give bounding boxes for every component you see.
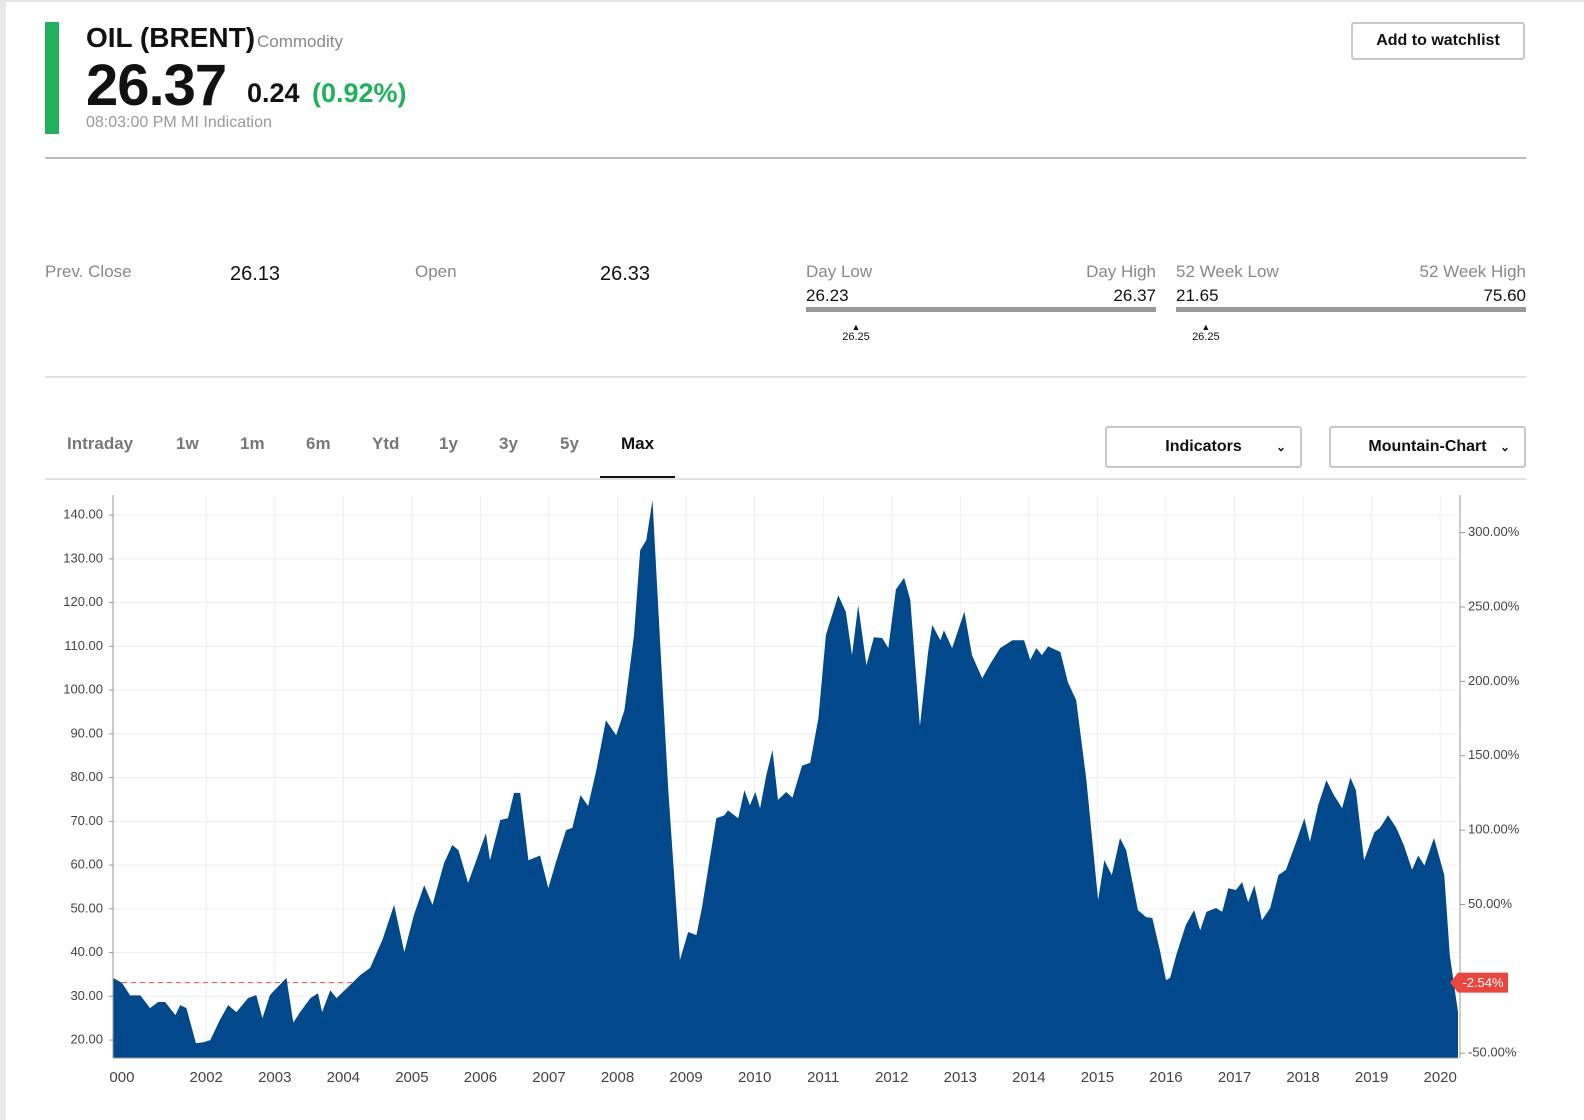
dropdown-label: Mountain-Chart [1368, 438, 1487, 455]
range-bar [1176, 307, 1526, 312]
y-tick-label: 100.00 [63, 682, 103, 697]
marker-value: 26.25 [1192, 331, 1220, 343]
stat-label: Open [415, 262, 457, 281]
x-tick-label: 2003 [258, 1069, 291, 1086]
range-value: 26.23 [806, 286, 849, 305]
x-tick-label: 2017 [1218, 1069, 1251, 1086]
range-value: 26.37 [1113, 286, 1156, 305]
marker-value: 26.25 [842, 331, 870, 343]
x-tick-label: 2018 [1286, 1069, 1319, 1086]
chevron: ⌄ [1275, 440, 1286, 454]
y-tick-label: 20.00 [70, 1032, 103, 1047]
divider [45, 157, 1526, 159]
x-tick-label: 2002 [190, 1069, 223, 1086]
mountain-area [113, 500, 1458, 1058]
instrument-title: OIL (BRENT) [86, 22, 256, 53]
range-marker: ▲ 26.25 [1190, 322, 1222, 344]
price-change-percent: (0.92%) [312, 78, 407, 108]
time-tab[interactable]: 6m [306, 434, 331, 453]
x-tick-label: 2008 [601, 1069, 634, 1086]
time-tab[interactable]: 1m [240, 434, 265, 453]
divider [45, 376, 1526, 378]
y-tick-label: 80.00 [70, 769, 103, 784]
chart-type-dropdown[interactable]: Mountain-Chart ⌄ [1329, 426, 1526, 468]
y-tick-label: 70.00 [70, 813, 103, 828]
y2-tick-label: 300.00% [1468, 524, 1520, 539]
watchlist-button[interactable]: Add to watchlist [1351, 22, 1525, 60]
time-tab[interactable]: 5y [560, 434, 579, 453]
range-value: 75.60 [1483, 286, 1526, 305]
range-label: 52 Week High [1419, 262, 1526, 281]
range-label: Day Low [806, 262, 873, 281]
y-tick-label: 30.00 [70, 988, 103, 1003]
x-tick-label: 2010 [738, 1069, 771, 1086]
x-tick-label: 2014 [1012, 1069, 1045, 1086]
y-tick-label: 40.00 [70, 944, 103, 959]
y-tick-label: 140.00 [63, 507, 103, 522]
y2-tick-label: 250.00% [1468, 598, 1520, 613]
x-tick-label: 2006 [464, 1069, 497, 1086]
y-tick-label: 60.00 [70, 857, 103, 872]
annotation-tag [1450, 972, 1508, 993]
indicators-dropdown[interactable]: Indicators ⌄ [1105, 426, 1302, 468]
y2-tick-label: 50.00% [1468, 896, 1513, 911]
y2-tick-label: -50.00% [1468, 1045, 1517, 1060]
price-change: 0.24 [247, 78, 300, 108]
range-label: 52 Week Low [1176, 262, 1279, 281]
range-bar [806, 307, 1156, 312]
x-tick-label: 2004 [327, 1069, 360, 1086]
x-tick-label: 2012 [875, 1069, 908, 1086]
dropdown-label: Indicators [1165, 438, 1242, 455]
y-tick-label: 110.00 [64, 638, 103, 653]
instrument-type: Commodity [257, 32, 343, 51]
y-tick-label: 130.00 [63, 550, 103, 565]
x-tick-label: 2016 [1149, 1069, 1182, 1086]
annotation-label: -2.54% [1462, 975, 1504, 990]
stat-value: 26.33 [600, 263, 651, 285]
range-marker: ▲ 26.25 [840, 322, 872, 344]
marker-arrow: ▲ [1201, 322, 1211, 332]
range-value: 21.65 [1176, 286, 1219, 305]
y-tick-label: 50.00 [70, 900, 103, 915]
y2-tick-label: 100.00% [1468, 822, 1520, 837]
y-tick-label: 90.00 [70, 725, 103, 740]
price: 26.37 [86, 53, 227, 118]
time-tab[interactable]: 1y [439, 434, 458, 453]
time-tab[interactable]: 3y [499, 434, 518, 453]
x-tick-label: 2019 [1355, 1069, 1388, 1086]
y2-tick-label: 200.00% [1468, 673, 1520, 688]
time-tab[interactable]: Intraday [67, 434, 134, 453]
x-tick-label: 2011 [807, 1069, 839, 1086]
y-tick-label: 120.00 [63, 594, 103, 609]
accent-bar [45, 22, 59, 134]
x-tick-label: 2005 [395, 1069, 428, 1086]
time-tab[interactable]: Ytd [372, 434, 400, 453]
x-tick-label: 2013 [944, 1069, 977, 1086]
x-tick-label: 2007 [532, 1069, 565, 1086]
range-label: Day High [1086, 262, 1156, 281]
x-tick-label: 000 [109, 1069, 134, 1086]
divider [45, 478, 1526, 480]
time-tab[interactable]: 1w [176, 434, 199, 453]
time-tab[interactable]: Max [621, 434, 655, 453]
stat-value: 26.13 [230, 263, 281, 285]
active-tab-indicator [600, 476, 675, 479]
chevron: ⌄ [1499, 440, 1510, 454]
marker-arrow: ▲ [851, 322, 861, 332]
x-tick-label: 2015 [1081, 1069, 1114, 1086]
stat-label: Prev. Close [45, 262, 132, 281]
y2-tick-label: 150.00% [1468, 747, 1520, 762]
x-tick-label: 2020 [1423, 1069, 1456, 1086]
x-tick-label: 2009 [669, 1069, 702, 1086]
timestamp: 08:03:00 PM MI Indication [86, 114, 272, 131]
